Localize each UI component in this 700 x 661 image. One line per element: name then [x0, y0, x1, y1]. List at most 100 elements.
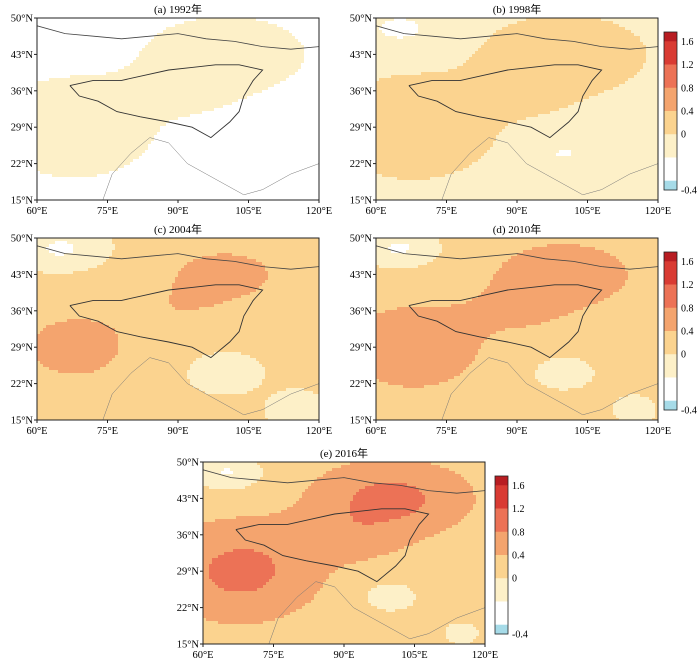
lon-tick-label: 60°E — [365, 206, 386, 217]
lat-tick-label: 50°N — [350, 234, 373, 245]
panel-d: (d) 2010年 60°E 75°E 90°E 105°E 120°E 50°N 43°N 3… — [350, 222, 671, 437]
colorbar-band — [495, 531, 508, 556]
lat-tick-label: 36°N — [11, 306, 34, 317]
lon-tick-label: 90°E — [506, 426, 527, 437]
lat-tick-label: 43°N — [177, 494, 200, 505]
lat-tick-label: 29°N — [350, 343, 373, 354]
panel-c: (c) 2004年 60°E 75°E 90°E 105°E 120°E 50°N 43°N 3… — [11, 222, 332, 437]
lat-tick-label: 15°N — [350, 196, 373, 207]
lon-tick-label: 105°E — [574, 206, 600, 217]
anomaly-field — [376, 238, 658, 420]
colorbar-tick-label: 0.4 — [512, 551, 525, 562]
lat-tick-label: 43°N — [350, 50, 373, 61]
colorbar-band — [495, 601, 508, 626]
colorbar-tick-label: 0.8 — [681, 83, 694, 94]
colorbar-band — [664, 307, 677, 332]
border-line — [203, 469, 485, 494]
lon-tick-label: 75°E — [97, 426, 118, 437]
lon-tick-label: 120°E — [306, 426, 332, 437]
colorbar-tick-label: 1.2 — [681, 280, 694, 291]
boundary-line — [102, 357, 319, 420]
colorbar-tick-label: 0 — [681, 130, 686, 141]
anomaly-field — [376, 18, 658, 200]
colorbar-tick-label: -0.4 — [512, 630, 528, 641]
colorbar: 1.6 1.2 0.8 0.4 0 -0.4 — [663, 31, 697, 197]
colorbar-tick-label: 0.8 — [681, 303, 694, 314]
lon-tick-label: 75°E — [97, 206, 118, 217]
lon-tick-label: 90°E — [333, 650, 354, 661]
anomaly-field — [203, 462, 485, 644]
lat-tick-label: 36°N — [350, 86, 373, 97]
colorbar-band — [495, 485, 508, 509]
colorbar-band — [495, 578, 508, 602]
lon-tick-label: 105°E — [235, 206, 261, 217]
basin-outline — [408, 64, 603, 139]
lat-tick-label: 15°N — [177, 640, 200, 651]
lat-tick-label: 29°N — [177, 567, 200, 578]
colorbar-tick-label: 0 — [681, 350, 686, 361]
colorbar-tick-label: 1.6 — [512, 481, 525, 492]
panel-b: (b) 1998年 60°E 75°E 90°E 105°E 120°E 50°N 43°N 3… — [350, 2, 671, 217]
colorbar-band — [664, 377, 677, 402]
lon-tick-label: 105°E — [401, 650, 427, 661]
panel-title: (d) 2010年 — [493, 222, 542, 236]
colorbar-band — [664, 32, 677, 42]
lon-tick-label: 90°E — [167, 206, 188, 217]
colorbar-band — [664, 134, 677, 158]
colorbar-tick-label: -0.4 — [681, 186, 697, 197]
lon-tick-label: 90°E — [506, 206, 527, 217]
basin-outline — [235, 508, 430, 583]
colorbar-band — [664, 284, 677, 309]
colorbar: 1.6 1.2 0.8 0.4 0 -0.4 — [494, 475, 528, 641]
colorbar-tick-label: 1.6 — [681, 257, 694, 268]
colorbar-tick-label: 0.8 — [512, 527, 525, 538]
border-line — [376, 245, 658, 270]
basin-outline — [408, 284, 603, 359]
lat-tick-label: 43°N — [11, 50, 34, 61]
border-line — [37, 245, 319, 270]
basin-outline — [69, 284, 264, 359]
colorbar-tick-label: 1.2 — [512, 504, 525, 515]
lon-tick-label: 120°E — [306, 206, 332, 217]
panel-title: (b) 1998年 — [493, 2, 542, 16]
lon-tick-label: 105°E — [235, 426, 261, 437]
lon-tick-label: 75°E — [436, 426, 457, 437]
lat-tick-label: 50°N — [11, 234, 34, 245]
lat-tick-label: 50°N — [350, 14, 373, 25]
boundary-line — [102, 137, 319, 200]
panel-title: (e) 2016年 — [320, 446, 368, 460]
boundary-line — [441, 357, 658, 420]
basin-outline — [69, 64, 264, 139]
anomaly-field — [37, 238, 319, 420]
lon-tick-label: 90°E — [167, 426, 188, 437]
lon-tick-label: 60°E — [365, 426, 386, 437]
colorbar-band — [664, 157, 677, 182]
lat-tick-label: 29°N — [11, 343, 34, 354]
colorbar-band — [664, 400, 677, 411]
colorbar-band — [664, 261, 677, 285]
lat-tick-label: 22°N — [11, 159, 34, 170]
lat-tick-label: 22°N — [350, 159, 373, 170]
lon-tick-label: 120°E — [645, 426, 671, 437]
colorbar-band — [664, 252, 677, 262]
lat-tick-label: 15°N — [11, 196, 34, 207]
panel-a: (a) 1992年 60°E 75°E 90°E 105°E 120°E 50°N 43°N 3… — [11, 2, 332, 217]
lat-tick-label: 22°N — [350, 379, 373, 390]
colorbar-band — [664, 354, 677, 378]
lat-tick-label: 50°N — [11, 14, 34, 25]
colorbar-band — [664, 331, 677, 355]
colorbar-band — [495, 624, 508, 635]
colorbar-tick-label: 0 — [512, 574, 517, 585]
lat-tick-label: 50°N — [177, 458, 200, 469]
colorbar-band — [495, 508, 508, 533]
lon-tick-label: 60°E — [26, 426, 47, 437]
lat-tick-label: 43°N — [350, 270, 373, 281]
colorbar-band — [495, 476, 508, 486]
lon-tick-label: 75°E — [436, 206, 457, 217]
boundary-line — [268, 581, 485, 644]
colorbar-band — [664, 41, 677, 65]
lat-tick-label: 43°N — [11, 270, 34, 281]
border-line — [376, 25, 658, 50]
lat-tick-label: 36°N — [11, 86, 34, 97]
